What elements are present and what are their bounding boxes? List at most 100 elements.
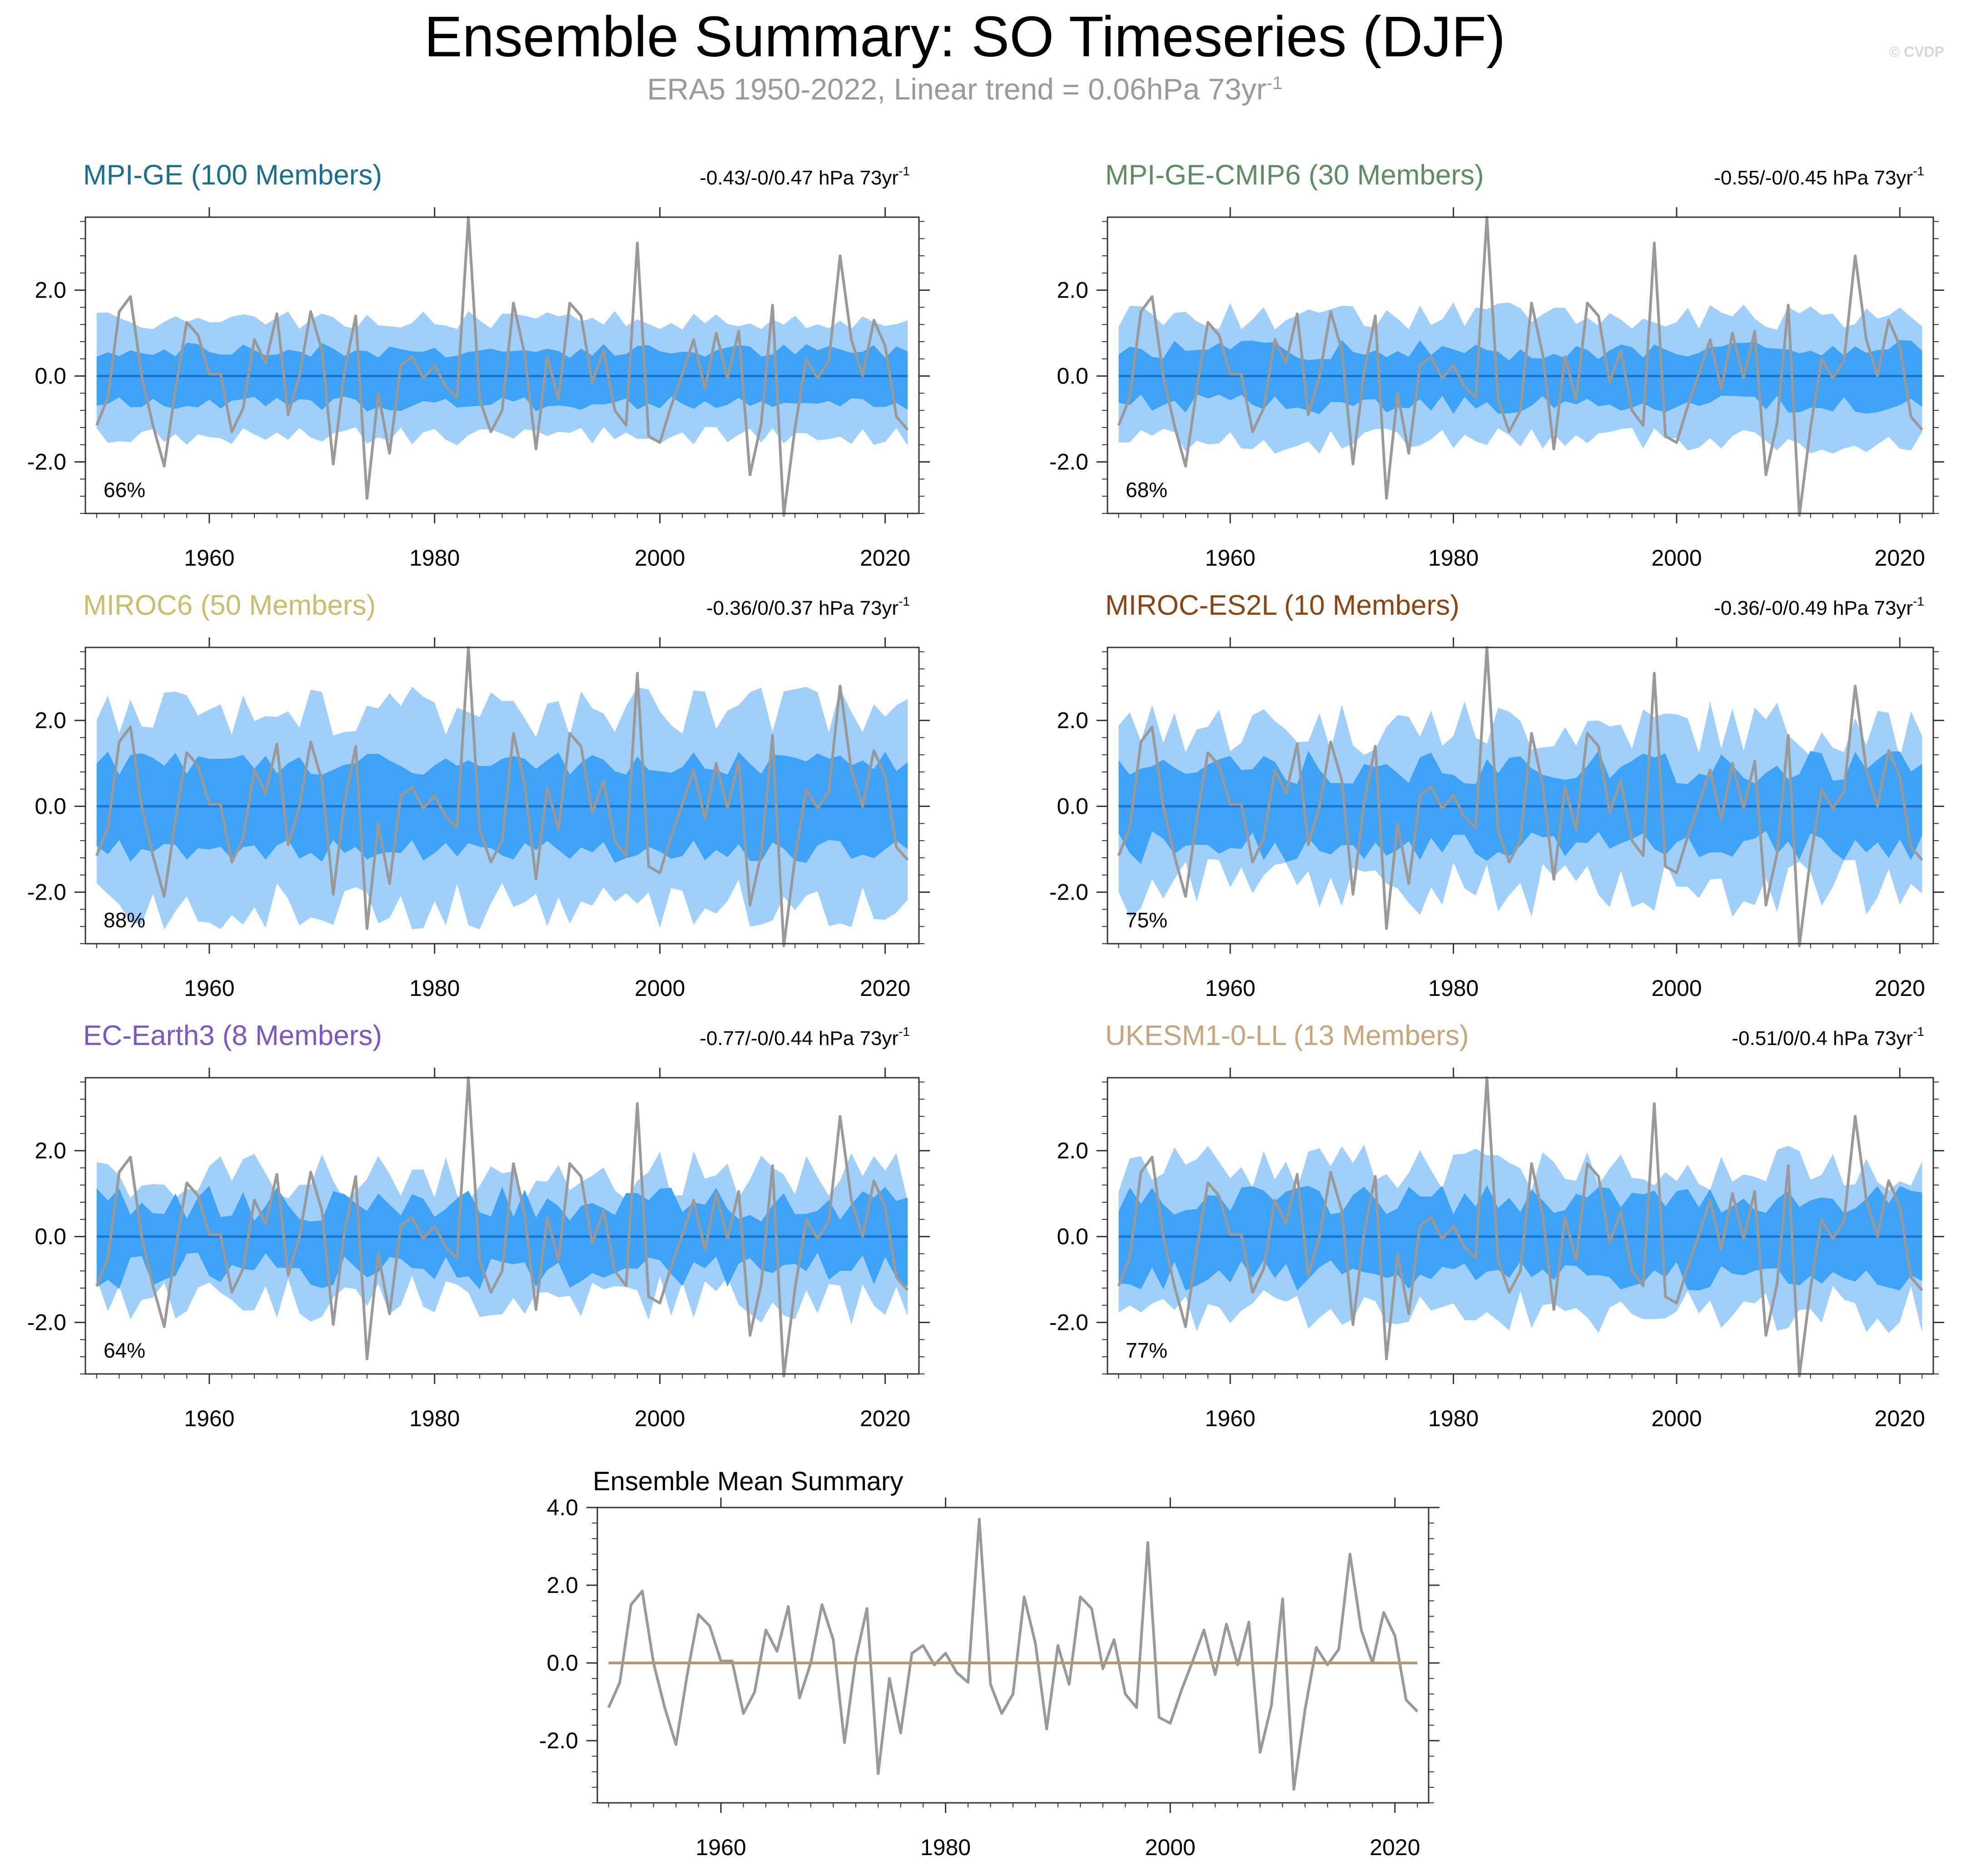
observed-series-line (95, 1076, 909, 1378)
trend-exponent: -1 (899, 1025, 910, 1039)
observed-series-line (1117, 216, 1923, 517)
panel-trend-label: -0.77/-0/0.44 hPa 73yr-1 (700, 1025, 910, 1050)
ensemble-panel: 1960 1980 2000 2020 -2.0 0.0 2.0 UKESM1-0-LL (1… (1049, 1020, 1944, 1431)
trend-text: -0.43/-0/0.47 hPa 73yr (700, 167, 899, 189)
x-tick-label: 2020 (1875, 975, 1925, 1001)
figure-title: Ensemble Summary: SO Timeseries (DJF) (424, 5, 1506, 69)
panel-percent-label: 64% (104, 1339, 145, 1362)
y-tick-label: 0.0 (35, 794, 66, 819)
panel-trend-label: -0.36/-0/0.49 hPa 73yr-1 (1714, 594, 1924, 619)
panel-percent-label: 68% (1126, 478, 1167, 502)
trend-text: -0.36/-0/0.49 hPa 73yr (1714, 597, 1913, 619)
x-tick-label: 1960 (184, 975, 234, 1001)
trend-exponent: -1 (899, 594, 910, 608)
y-tick-label: 0.0 (35, 363, 66, 389)
panel-trend-label: -0.51/0/0.4 hPa 73yr-1 (1732, 1025, 1924, 1050)
panel-title: MPI-GE-CMIP6 (30 Members) (1105, 159, 1484, 191)
x-tick-label: 1960 (695, 1835, 746, 1860)
panel-title: EC-Earth3 (8 Members) (83, 1020, 382, 1051)
panel-title: MPI-GE (100 Members) (83, 159, 382, 191)
y-tick-label: -2.0 (27, 1310, 66, 1335)
y-tick-label: 0.0 (1057, 1224, 1088, 1249)
x-tick-label: 2000 (1651, 1406, 1702, 1431)
y-tick-label: 2.0 (1057, 278, 1088, 303)
observed-series-line (95, 216, 909, 517)
y-tick-label: 2.0 (35, 278, 66, 303)
x-tick-label: 1960 (1205, 1406, 1256, 1431)
y-tick-label: -2.0 (1049, 880, 1088, 905)
panel-trend-label: -0.55/-0/0.45 hPa 73yr-1 (1714, 164, 1924, 189)
y-tick-label: 0.0 (546, 1650, 578, 1676)
x-tick-label: 1980 (409, 975, 460, 1001)
panel-percent-label: 75% (1126, 908, 1167, 932)
panel-percent-label: 66% (104, 478, 145, 502)
panel-title: MIROC6 (50 Members) (83, 590, 376, 621)
trend-exponent: -1 (1913, 164, 1924, 178)
y-tick-label: 2.0 (546, 1572, 578, 1598)
trend-exponent: -1 (899, 164, 910, 178)
x-tick-label: 2020 (860, 545, 910, 571)
summary-title: Ensemble Mean Summary (593, 1467, 903, 1496)
x-tick-label: 2020 (1875, 1406, 1925, 1431)
x-tick-label: 2000 (635, 545, 685, 571)
y-tick-label: -2.0 (539, 1728, 578, 1753)
x-tick-label: 1980 (920, 1835, 971, 1860)
y-tick-label: -2.0 (1049, 449, 1088, 475)
y-tick-label: 0.0 (1057, 363, 1088, 389)
observed-series-line (95, 646, 909, 947)
trend-exponent: -1 (1913, 594, 1924, 608)
ensemble-panel: 1960 1980 2000 2020 -2.0 0.0 2.0 MIROC-ES2L (10… (1049, 590, 1944, 1001)
y-tick-label: 2.0 (1057, 708, 1088, 733)
y-tick-label: 0.0 (1057, 794, 1088, 819)
ensemble-panel: 1960 1980 2000 2020 -2.0 0.0 2.0 EC-Earth3 (8 M… (27, 1020, 930, 1431)
y-tick-label: 2.0 (35, 708, 66, 733)
figure-subtitle-text: ERA5 1950-2022, Linear trend = 0.06hPa 7… (647, 72, 1266, 106)
x-tick-label: 2000 (635, 975, 685, 1001)
y-tick-label: 4.0 (546, 1495, 578, 1520)
panel-title: UKESM1-0-LL (13 Members) (1105, 1020, 1469, 1051)
y-tick-label: -2.0 (27, 449, 66, 475)
observed-series-line (1117, 1076, 1923, 1378)
panel-trend-label: -0.36/0/0.37 hPa 73yr-1 (706, 594, 910, 619)
x-tick-label: 1980 (409, 1406, 460, 1431)
y-tick-label: 2.0 (35, 1138, 66, 1164)
summary-panel: 1960 1980 2000 2020 -2.0 0.0 2.0 4.0 Ensemble Me… (539, 1467, 1440, 1860)
panel-percent-label: 77% (1126, 1339, 1167, 1362)
x-tick-label: 1980 (1428, 1406, 1479, 1431)
x-tick-label: 2020 (860, 1406, 910, 1431)
y-tick-label: -2.0 (1049, 1310, 1088, 1335)
panel-trend-label: -0.43/-0/0.47 hPa 73yr-1 (700, 164, 910, 189)
trend-text: -0.77/-0/0.44 hPa 73yr (700, 1027, 899, 1050)
trend-text: -0.55/-0/0.45 hPa 73yr (1714, 167, 1913, 189)
x-tick-label: 2000 (1651, 975, 1702, 1001)
y-tick-label: 0.0 (35, 1224, 66, 1249)
x-tick-label: 2020 (860, 975, 910, 1001)
plot-frame (596, 1507, 1430, 1804)
x-tick-label: 1980 (1428, 545, 1479, 571)
figure-subtitle: ERA5 1950-2022, Linear trend = 0.06hPa 7… (0, 72, 1930, 106)
cvdp-watermark: © CVDP (1889, 44, 1944, 60)
x-tick-label: 2000 (635, 1406, 685, 1431)
x-tick-label: 1960 (1205, 545, 1256, 571)
trend-exponent: -1 (1913, 1025, 1924, 1039)
x-tick-label: 1980 (1428, 975, 1479, 1001)
observed-series-line (1117, 646, 1923, 947)
trend-text: -0.36/0/0.37 hPa 73yr (706, 597, 899, 619)
x-tick-label: 1960 (1205, 975, 1256, 1001)
panel-percent-label: 88% (104, 908, 145, 932)
x-tick-label: 2020 (1370, 1835, 1420, 1860)
ensemble-panel: 1960 1980 2000 2020 -2.0 0.0 2.0 MIROC6 (50 Mem… (27, 590, 930, 1001)
x-tick-label: 1960 (184, 545, 234, 571)
y-tick-label: 2.0 (1057, 1138, 1088, 1164)
summary-observed-line (607, 1518, 1419, 1791)
x-tick-label: 2000 (1145, 1835, 1196, 1860)
x-tick-label: 2000 (1651, 545, 1702, 571)
ensemble-inner-band (1118, 1185, 1922, 1291)
trend-text: -0.51/0/0.4 hPa 73yr (1732, 1027, 1913, 1050)
y-tick-label: -2.0 (27, 880, 66, 905)
figure-subtitle-exponent: -1 (1266, 73, 1283, 93)
panel-title: MIROC-ES2L (10 Members) (1105, 590, 1460, 621)
x-tick-label: 2020 (1875, 545, 1925, 571)
x-tick-label: 1960 (184, 1406, 234, 1431)
